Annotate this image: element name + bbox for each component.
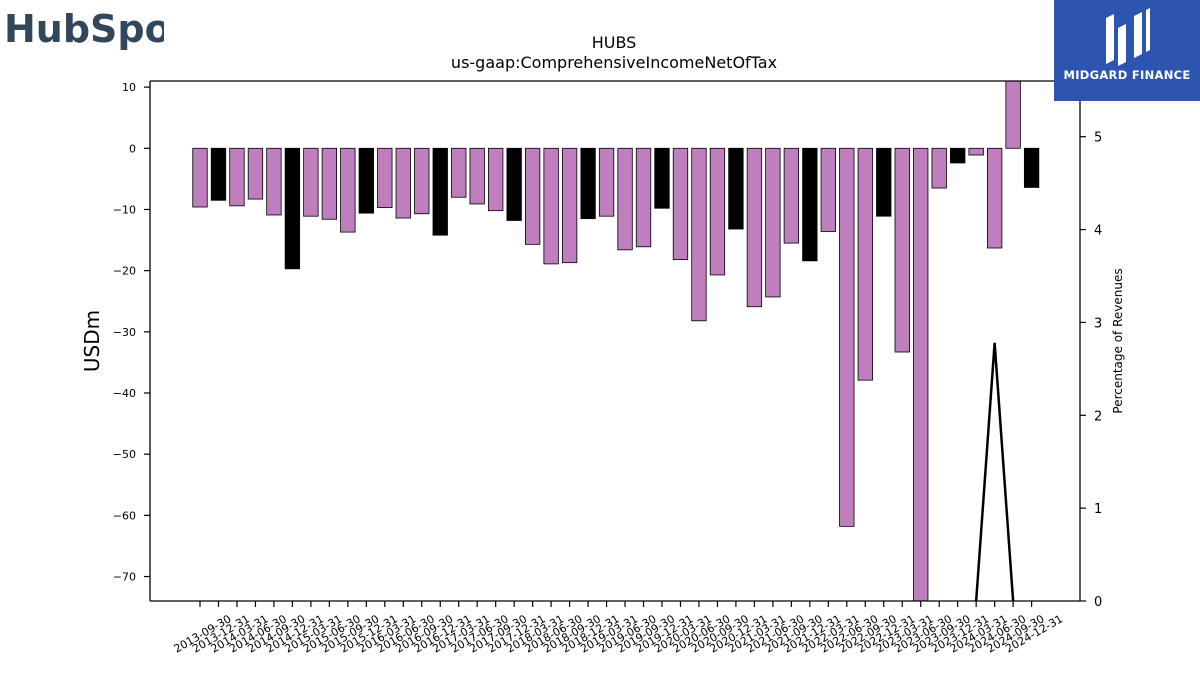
bar [672,147,689,261]
midgard-logo-text: MIDGARD FINANCE [1063,68,1191,82]
bar [635,147,652,248]
y2-tick-label: 1 [1094,502,1102,517]
bar [580,147,596,220]
bar [192,147,208,208]
midgard-mark-icon [1106,8,1150,66]
bar [247,147,264,200]
y2-tick-label: 4 [1094,224,1102,239]
bar [303,147,319,217]
pct-revenue-line [974,342,1015,601]
bar [857,147,873,381]
bar [968,147,984,156]
y-tick-label: −10 [113,203,136,216]
bar [451,147,467,198]
y-tick-label: −40 [113,387,136,400]
bar [469,147,485,205]
bar [876,147,892,217]
bar [524,147,541,245]
bar [765,147,781,298]
bar [839,147,855,527]
midgard-logo: MIDGARD FINANCE [1054,0,1200,101]
y2-tick-label: 3 [1094,316,1102,331]
chart-title: HUBS [592,33,637,52]
hubspot-logo-text: HubSpot [4,7,164,51]
bar [229,147,245,207]
hubspot-logo: HubSpot [4,7,164,51]
bar [746,147,763,308]
y2-axis-label: Percentage of Revenues [1111,268,1125,413]
y-tick-label: 10 [122,81,136,94]
bars-layer [192,81,1040,601]
bar [506,147,522,221]
bar [358,147,374,214]
bar [691,147,707,322]
chart-subtitle: us-gaap:ComprehensiveIncomeNetOfTax [451,53,777,72]
y-tick-label: 0 [129,142,136,155]
bar [1005,81,1021,149]
bar [414,147,430,215]
bar [210,147,227,201]
bar [931,147,947,189]
bar [488,147,504,212]
bar [894,147,910,353]
bar [598,147,615,217]
bar [266,147,282,216]
y-tick-label: −20 [113,265,136,278]
bar [728,147,744,230]
y-tick-label: −50 [113,448,136,461]
y-axis-label: USDm [80,310,104,372]
bar [913,147,929,601]
bar [617,147,633,251]
bar [986,147,1003,249]
bar [432,147,448,236]
bar [340,147,356,233]
bar [783,147,800,244]
bar [395,147,411,219]
bar [820,147,836,232]
y2-tick-label: 0 [1094,595,1102,610]
bar [543,147,559,265]
bar [377,147,393,209]
bar [802,147,818,262]
bar [950,147,966,164]
bar [284,147,301,270]
bar [1023,147,1040,188]
bar [654,147,670,209]
bar [321,147,338,220]
y2-tick-label: 2 [1094,409,1102,424]
y-tick-label: −30 [113,326,136,339]
y-tick-label: −70 [113,571,136,584]
line-layer [974,342,1015,601]
axes-layer: 100−10−20−30−40−50−60−700123452013-09-30… [113,80,1102,656]
y-tick-label: −60 [113,509,136,522]
y2-tick-label: 5 [1094,131,1102,146]
bar [561,147,578,264]
bar [709,147,726,276]
